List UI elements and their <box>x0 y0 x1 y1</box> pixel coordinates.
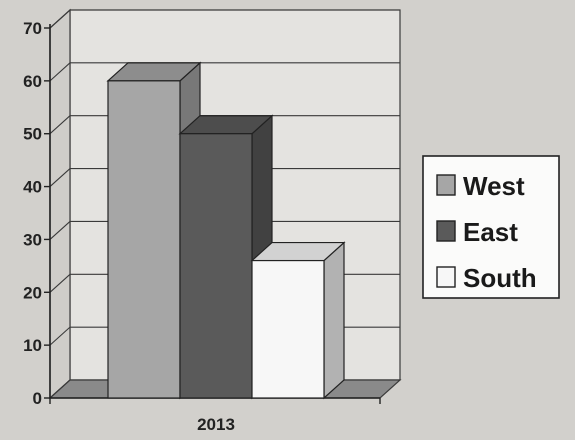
gridline <box>49 115 400 135</box>
y-tick-label: 70 <box>23 19 42 38</box>
y-tick-label: 50 <box>23 125 42 144</box>
bar-south <box>250 241 346 400</box>
y-tick-label: 10 <box>23 336 42 355</box>
x-axis-labels: 2013 <box>197 415 235 434</box>
bars <box>106 61 346 400</box>
y-tick-label: 30 <box>23 230 42 249</box>
y-tick-label: 0 <box>33 389 42 408</box>
x-tick-label: 2013 <box>197 415 235 434</box>
y-tick-label: 60 <box>23 72 42 91</box>
bar-side <box>323 241 345 400</box>
gridline <box>49 168 400 187</box>
gridline <box>49 62 400 82</box>
side-wall <box>49 8 71 400</box>
bar-front <box>179 133 253 399</box>
bar-front <box>107 80 181 399</box>
y-axis-ticks: 0 10 20 30 40 50 60 70 <box>23 19 50 408</box>
legend-swatch-west <box>436 174 456 196</box>
legend-swatch-east <box>436 220 456 242</box>
bar-front <box>251 259 325 399</box>
legend: West East South <box>422 155 560 299</box>
y-tick-label: 20 <box>23 283 42 302</box>
y-tick-label: 40 <box>23 178 42 197</box>
legend-label-south: South <box>463 263 537 293</box>
gridline <box>49 220 400 240</box>
legend-swatch-south <box>436 266 456 288</box>
gridline <box>49 9 400 29</box>
legend-label-east: East <box>463 217 518 247</box>
legend-label-west: West <box>463 171 525 201</box>
